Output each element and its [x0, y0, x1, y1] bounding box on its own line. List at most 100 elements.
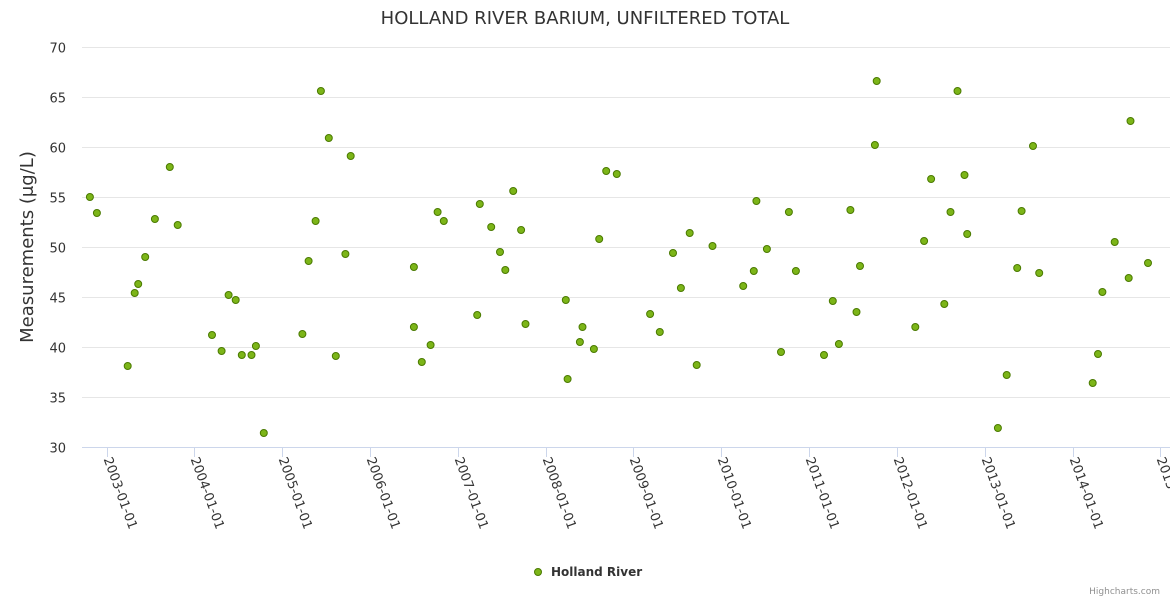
data-point[interactable] [509, 187, 518, 195]
data-point[interactable] [92, 209, 101, 217]
data-point[interactable] [123, 362, 132, 370]
data-point[interactable] [685, 229, 694, 237]
y-tick-label: 60 [49, 142, 66, 157]
data-point[interactable] [208, 331, 216, 339]
data-point[interactable] [409, 323, 418, 331]
data-point[interactable] [834, 340, 843, 348]
data-point[interactable] [134, 280, 143, 288]
data-point[interactable] [856, 262, 864, 270]
data-point[interactable] [784, 208, 793, 216]
data-point[interactable] [963, 230, 972, 238]
credits-link[interactable]: Highcharts.com [1089, 587, 1160, 597]
data-point[interactable] [1094, 350, 1102, 358]
data-point[interactable] [669, 249, 677, 257]
data-point[interactable] [752, 197, 761, 205]
data-point[interactable] [563, 375, 572, 383]
data-point[interactable] [1110, 238, 1119, 246]
data-point[interactable] [940, 300, 949, 308]
data-point[interactable] [521, 320, 530, 328]
data-point[interactable] [1017, 207, 1026, 215]
data-point[interactable] [946, 208, 955, 216]
data-point[interactable] [739, 282, 748, 290]
data-point[interactable] [1088, 379, 1097, 387]
data-point[interactable] [237, 351, 246, 359]
data-point[interactable] [852, 308, 861, 316]
data-point[interactable] [655, 328, 664, 336]
data-point[interactable] [130, 289, 139, 297]
data-point[interactable] [85, 193, 94, 201]
data-point[interactable] [872, 77, 881, 85]
data-point[interactable] [676, 284, 685, 292]
data-point[interactable] [475, 200, 484, 208]
data-point[interactable] [993, 424, 1002, 432]
data-point[interactable] [341, 250, 350, 258]
data-point[interactable] [141, 253, 150, 261]
data-point[interactable] [517, 226, 526, 234]
data-point[interactable] [708, 242, 717, 250]
legend-label[interactable]: Holland River [551, 565, 642, 579]
data-point[interactable] [311, 217, 320, 225]
data-point[interactable] [259, 429, 268, 437]
data-point[interactable] [1126, 117, 1135, 125]
data-point[interactable] [433, 208, 442, 216]
data-point[interactable] [316, 87, 325, 95]
data-point[interactable] [409, 263, 418, 271]
data-point[interactable] [749, 267, 758, 275]
data-point[interactable] [217, 347, 226, 355]
data-point[interactable] [173, 221, 182, 229]
legend[interactable]: Holland River [534, 565, 643, 579]
data-point[interactable] [791, 267, 800, 275]
x-tick-label: 2013-01-01 [978, 455, 1018, 531]
data-point[interactable] [501, 266, 510, 274]
data-point[interactable] [251, 342, 260, 350]
data-point[interactable] [304, 257, 313, 265]
data-point[interactable] [150, 215, 159, 223]
data-point[interactable] [439, 217, 448, 225]
data-point[interactable] [589, 345, 598, 353]
y-tick-label: 65 [49, 92, 66, 107]
x-tick-label: 2007-01-01 [451, 455, 491, 531]
data-point[interactable] [602, 167, 611, 175]
data-point[interactable] [1144, 259, 1152, 267]
data-point[interactable] [870, 141, 879, 149]
y-axis: 30 35 40 45 50 55 60 65 70 [49, 42, 66, 457]
data-point[interactable] [496, 248, 504, 256]
data-point[interactable] [920, 237, 929, 245]
data-point[interactable] [1098, 288, 1107, 296]
data-point[interactable] [646, 310, 655, 318]
data-point[interactable] [927, 175, 936, 183]
data-point[interactable] [1035, 269, 1044, 277]
data-point[interactable] [828, 297, 837, 305]
data-point[interactable] [777, 348, 785, 356]
legend-marker-icon [534, 568, 542, 576]
data-point[interactable] [417, 358, 426, 366]
data-point[interactable] [346, 152, 355, 160]
data-point[interactable] [595, 235, 604, 243]
data-point[interactable] [231, 296, 240, 304]
data-point[interactable] [578, 323, 587, 331]
data-point[interactable] [247, 351, 256, 359]
data-point[interactable] [612, 170, 621, 178]
data-point[interactable] [762, 245, 771, 253]
data-point[interactable] [1013, 264, 1022, 272]
data-point[interactable] [487, 223, 496, 231]
data-point[interactable] [1002, 371, 1011, 379]
data-point[interactable] [953, 87, 962, 95]
data-point[interactable] [426, 341, 435, 349]
data-point[interactable] [561, 296, 570, 304]
data-point[interactable] [1029, 142, 1037, 150]
data-point[interactable] [473, 311, 482, 319]
data-point[interactable] [911, 323, 920, 331]
data-point[interactable] [1124, 274, 1133, 282]
data-point[interactable] [960, 171, 969, 179]
y-tick-label: 70 [49, 42, 66, 57]
data-point[interactable] [165, 163, 174, 171]
data-point[interactable] [575, 338, 584, 346]
data-point[interactable] [846, 206, 855, 214]
data-point[interactable] [324, 134, 333, 142]
data-point[interactable] [331, 352, 340, 360]
data-point[interactable] [820, 351, 828, 359]
data-point[interactable] [224, 291, 233, 299]
data-point[interactable] [298, 330, 307, 338]
data-point[interactable] [692, 361, 701, 369]
